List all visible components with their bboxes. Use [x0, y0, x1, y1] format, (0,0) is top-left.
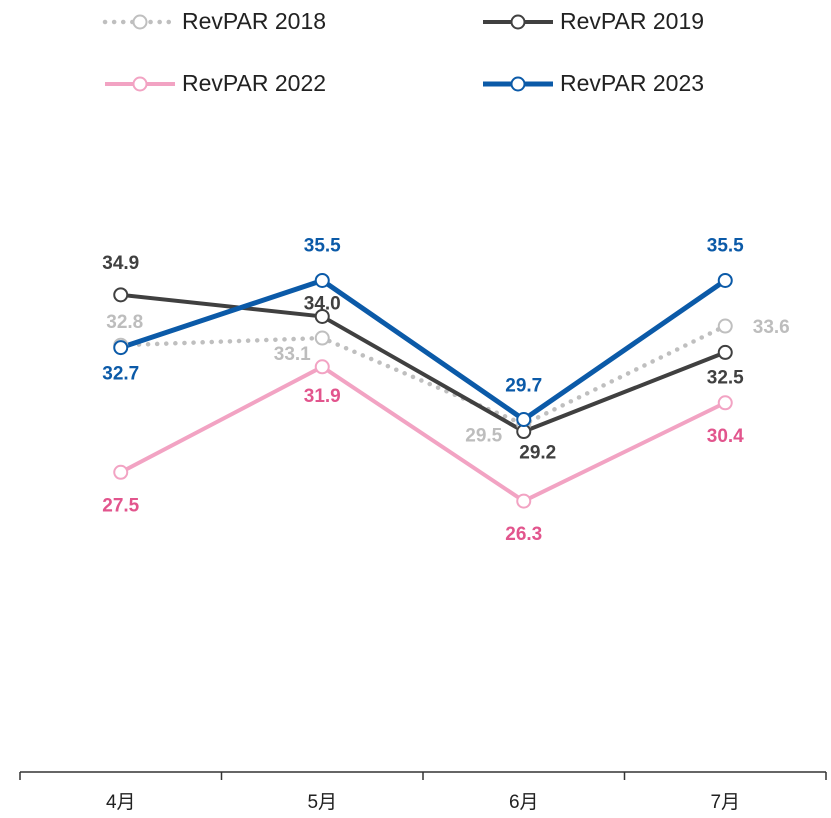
data-point [113, 464, 129, 480]
series-line [120, 292, 726, 434]
x-tick-label: 7月 [710, 792, 740, 813]
legend-marker [132, 14, 148, 30]
data-label: 32.7 [102, 364, 139, 385]
data-label: 29.2 [519, 443, 556, 464]
x-tick-label: 6月 [509, 792, 539, 813]
data-label: 31.9 [304, 386, 341, 407]
data-point [314, 272, 330, 288]
data-label: 34.9 [102, 253, 139, 274]
data-label: 26.3 [505, 524, 542, 545]
series-line [118, 323, 728, 427]
legend-label: RevPAR 2019 [560, 8, 704, 34]
data-point [113, 287, 129, 303]
series-line [119, 277, 727, 423]
legend-label: RevPAR 2018 [182, 8, 326, 34]
data-label: 33.6 [753, 317, 790, 338]
data-point [314, 359, 330, 375]
data-label: 35.5 [707, 235, 744, 256]
legend-label: RevPAR 2022 [182, 70, 326, 96]
data-label: 29.5 [465, 425, 502, 446]
x-tick-label: 5月 [307, 792, 337, 813]
data-label: 34.0 [304, 293, 341, 314]
data-label: 29.7 [505, 376, 542, 397]
data-label: 32.8 [106, 312, 143, 333]
data-label: 30.4 [707, 426, 744, 447]
data-point [717, 318, 733, 334]
data-label: 33.1 [274, 344, 311, 365]
legend-marker [132, 76, 148, 92]
data-point [314, 330, 330, 346]
series-line [119, 364, 727, 504]
data-point [516, 493, 532, 509]
data-label: 27.5 [102, 495, 139, 516]
data-point [314, 308, 330, 324]
data-point [717, 272, 733, 288]
data-point [717, 395, 733, 411]
data-point [516, 412, 532, 428]
data-point [717, 344, 733, 360]
data-label: 32.5 [707, 367, 744, 388]
legend-marker [510, 14, 526, 30]
legend-label: RevPAR 2023 [560, 70, 704, 96]
legend-marker [510, 76, 526, 92]
x-tick-label: 4月 [106, 792, 136, 813]
data-label: 35.5 [304, 235, 341, 256]
data-point [113, 340, 129, 356]
